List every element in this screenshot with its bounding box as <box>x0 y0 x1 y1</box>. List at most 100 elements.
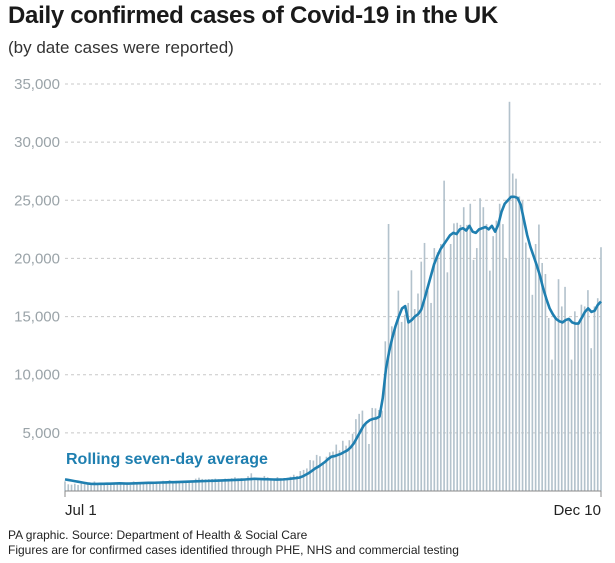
bar <box>273 478 275 491</box>
bar <box>266 477 269 491</box>
bar <box>77 485 79 491</box>
bar <box>544 273 547 491</box>
bar <box>224 478 226 491</box>
bar <box>276 477 279 491</box>
bar <box>391 326 393 491</box>
bar <box>515 178 517 491</box>
bar <box>407 302 409 491</box>
bar <box>175 480 177 491</box>
bar <box>410 270 413 491</box>
bar <box>420 261 423 491</box>
bar <box>541 262 543 491</box>
bar <box>299 471 302 491</box>
bar <box>237 478 240 491</box>
bar <box>93 481 96 491</box>
bar <box>466 224 468 491</box>
bar <box>211 478 213 491</box>
bar <box>345 445 347 491</box>
bar <box>214 478 217 491</box>
bar <box>377 409 380 491</box>
bar <box>348 440 351 491</box>
bar <box>332 451 334 491</box>
chart-subtitle: (by date cases were reported) <box>8 38 234 57</box>
bar <box>511 173 514 491</box>
bar <box>158 482 161 491</box>
bar <box>570 359 573 491</box>
bar <box>371 407 374 491</box>
bar <box>302 469 305 491</box>
bar <box>574 311 576 491</box>
bar <box>492 236 494 491</box>
bar <box>306 468 308 491</box>
bar <box>384 341 387 491</box>
bar <box>531 294 534 491</box>
bar <box>181 482 184 491</box>
bar <box>168 480 171 491</box>
bar <box>103 484 106 491</box>
gridlines <box>65 83 601 434</box>
y-tick-label: 5,000 <box>22 425 60 442</box>
bar <box>116 483 119 491</box>
bar <box>185 480 187 491</box>
bar <box>430 302 432 491</box>
bar <box>322 462 325 491</box>
bar <box>518 196 521 491</box>
bar <box>469 203 472 491</box>
bar <box>279 478 282 491</box>
bar <box>230 478 233 491</box>
x-tick-label-end: Dec 10 <box>553 502 601 519</box>
bar <box>247 476 249 491</box>
bar <box>528 257 530 491</box>
bar <box>564 286 566 491</box>
bar <box>580 304 583 491</box>
bar <box>436 252 439 491</box>
bar <box>201 478 204 491</box>
bar <box>188 481 191 491</box>
bar <box>426 290 429 491</box>
bar <box>521 200 524 492</box>
bar <box>240 478 243 491</box>
bar <box>482 207 485 491</box>
bar <box>413 309 416 491</box>
bar <box>217 479 220 491</box>
bar <box>139 482 141 491</box>
bar <box>152 482 155 491</box>
bar <box>593 306 596 491</box>
bar <box>123 484 125 491</box>
y-tick-label: 25,000 <box>14 192 60 209</box>
bar <box>286 479 289 491</box>
bar <box>136 482 138 491</box>
bar <box>456 222 459 492</box>
bar <box>583 306 586 491</box>
bar <box>260 478 262 491</box>
bar <box>374 408 377 491</box>
bar <box>194 478 197 491</box>
bar <box>351 433 354 491</box>
bar <box>96 483 99 491</box>
footer-note: Figures are for confirmed cases identifi… <box>8 543 459 557</box>
bar <box>207 479 210 491</box>
bar <box>132 481 135 491</box>
bar <box>83 484 86 491</box>
bar <box>394 329 396 491</box>
bar <box>567 317 570 491</box>
bar <box>253 478 256 491</box>
bar <box>502 224 504 491</box>
bar <box>368 443 370 491</box>
bar <box>119 483 122 491</box>
bar <box>309 460 311 491</box>
bar <box>145 483 148 491</box>
x-tick-label-start: Jul 1 <box>65 502 97 519</box>
bar <box>417 293 419 491</box>
bar <box>172 482 174 491</box>
bar <box>404 314 406 491</box>
bar <box>551 359 553 491</box>
bar <box>554 317 557 491</box>
bar <box>462 207 465 491</box>
bar <box>364 424 367 491</box>
bar <box>142 482 145 491</box>
bar <box>64 481 66 491</box>
bar <box>250 473 253 491</box>
bar <box>162 480 164 491</box>
